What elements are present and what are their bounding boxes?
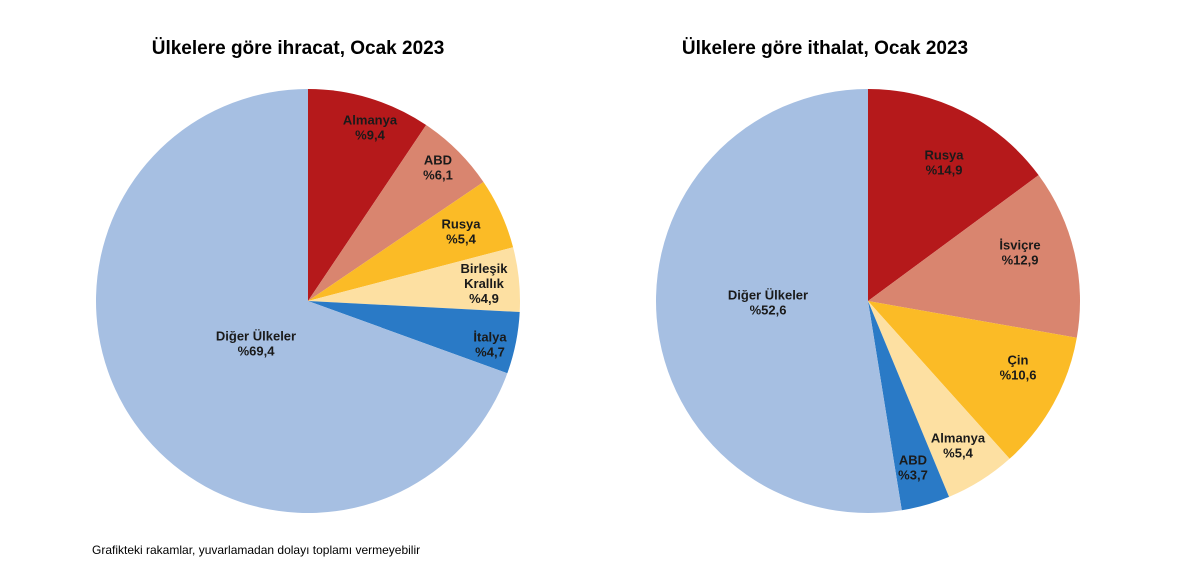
pie-slice-almanya	[868, 301, 1010, 497]
pie-label-rusya: Rusya %5,4	[441, 217, 481, 247]
pie-slice-abd	[308, 124, 484, 301]
pie-label-abd: ABD %6,1	[423, 153, 453, 183]
pie-label-diger-ulkeler: Diğer Ülkeler %52,6	[728, 288, 808, 318]
pie-slice-italya	[308, 301, 520, 374]
pie-slice-almanya	[308, 89, 427, 301]
pie-slice-rusya	[868, 89, 1039, 301]
pie-slice-diger-ulkeler	[656, 89, 902, 513]
pie-label-birlesik-krallik: Birleşik Krallık %4,9	[461, 261, 509, 306]
pie-label-abd: ABD %3,7	[898, 453, 928, 483]
pie-slice-isvicre	[868, 175, 1080, 338]
pie-label-italya: İtalya %4,7	[473, 330, 507, 360]
export-chart-title: Ülkelere göre ihracat, Ocak 2023	[151, 38, 445, 59]
pie-label-almanya: Almanya %9,4	[343, 113, 398, 143]
pie-label-diger-ulkeler: Diğer Ülkeler %69,4	[216, 329, 296, 359]
pie-label-isvicre: İsviçre %12,9	[999, 238, 1040, 268]
footnote: Grafikteki rakamlar, yuvarlamadan dolayı…	[92, 543, 421, 557]
pie-slice-cin	[868, 301, 1077, 459]
pie-slice-abd	[868, 301, 950, 511]
pie-slice-diger-ulkeler	[95, 89, 508, 513]
pie-label-cin: Çin %10,6	[1000, 353, 1037, 383]
pie-slice-rusya	[308, 182, 514, 301]
pie-slice-birlesik-krallik	[308, 247, 520, 312]
pie-label-rusya: Rusya %14,9	[924, 148, 964, 178]
export-pie-chart: Almanya %9,4 ABD %6,1 Rusya %5,4 Birleşik Krall…	[95, 89, 520, 513]
import-chart-title: Ülkelere göre ithalat, Ocak 2023	[681, 38, 969, 59]
pie-label-almanya: Almanya %5,4	[931, 431, 986, 461]
